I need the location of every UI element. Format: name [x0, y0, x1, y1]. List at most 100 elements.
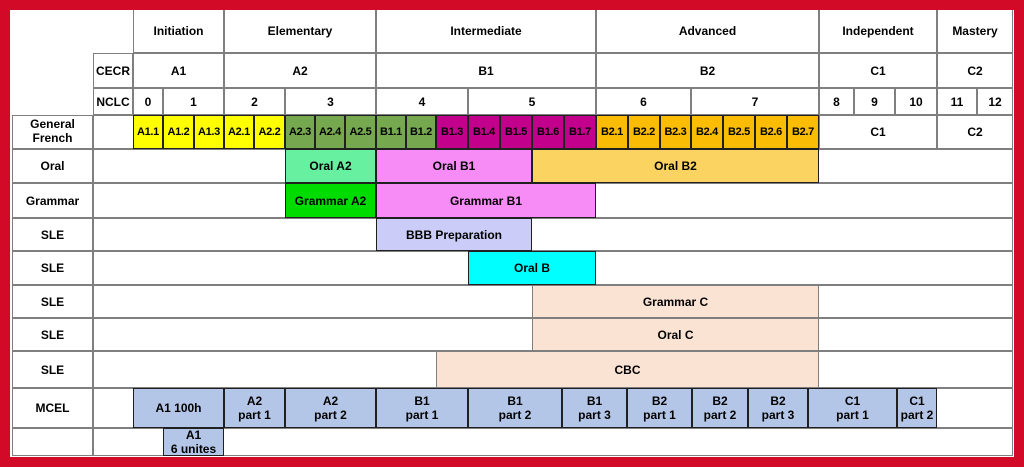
nclc-row-label: NCLC: [93, 88, 133, 115]
oral-c-block: Oral C: [532, 318, 819, 351]
mcel-cell-c1-part2: C1 part 2: [897, 388, 937, 428]
gf-cell-b1-7: B1.7: [564, 115, 596, 149]
nclc-cell-8: 8: [819, 88, 854, 115]
gf-cell-b2-2: B2.2: [628, 115, 660, 149]
nclc-cell-4: 4: [376, 88, 468, 115]
stage-band-mastery: Mastery: [937, 9, 1013, 53]
mcel-cell-line1: B1: [586, 393, 603, 408]
mcel-cell-a1-100h: A1 100h: [133, 388, 224, 428]
gf-cell-a1-2: A1.2: [163, 115, 194, 149]
nclc-cell-10: 10: [895, 88, 937, 115]
gf-cell-b2-7: B2.7: [787, 115, 819, 149]
nclc-cell-0: 0: [133, 88, 163, 115]
mcel-cell-b1-part2: B1 part 2: [468, 388, 562, 428]
bbb-preparation-block: BBB Preparation: [376, 218, 532, 251]
a1-6-unites-line1: A1: [185, 427, 202, 442]
gf-cell-b1-5: B1.5: [500, 115, 532, 149]
nclc-cell-7: 7: [691, 88, 819, 115]
mcel-cell-line2: part 1: [836, 408, 869, 422]
mcel-cell-line1: B1: [507, 393, 523, 408]
mcel-cell-line2: part 1: [643, 408, 676, 422]
sle-row-4-label: SLE: [12, 318, 93, 351]
nclc-cell-9: 9: [854, 88, 895, 115]
gf-cell-a2-4: A2.4: [315, 115, 345, 149]
cecr-cell-b2: B2: [596, 53, 819, 88]
mcel-cell-line1: A2: [246, 393, 263, 408]
a1-6-unites-block: A1 6 unites: [163, 428, 224, 456]
grammar-b1-block: Grammar B1: [376, 183, 596, 218]
mcel-cell-line2: part 2: [703, 408, 737, 422]
row-track-sle-1: [93, 218, 1013, 251]
mcel-cell-line1: B1: [414, 393, 430, 408]
cecr-cell-c1: C1: [819, 53, 937, 88]
sle-row-1-label: SLE: [12, 218, 93, 251]
nclc-cell-2: 2: [224, 88, 285, 115]
oral-b1-block: Oral B1: [376, 149, 532, 183]
stage-band-elementary: Elementary: [224, 9, 376, 53]
oral-b2-block: Oral B2: [532, 149, 819, 183]
row-track-bottom: [93, 428, 1013, 456]
grammar-a2-block: Grammar A2: [285, 183, 376, 218]
cecr-cell-b1: B1: [376, 53, 596, 88]
stage-band-initiation: Initiation: [133, 9, 224, 53]
mcel-row-label: MCEL: [12, 388, 93, 428]
gf-cell-b1-4: B1.4: [468, 115, 500, 149]
gf-cell-b1-2: B1.2: [406, 115, 436, 149]
general-french-row-label: General French: [12, 115, 93, 149]
mcel-cell-b1-part1: B1 part 1: [376, 388, 468, 428]
cecr-cell-a1: A1: [133, 53, 224, 88]
nclc-cell-12: 12: [977, 88, 1013, 115]
stage-band-advanced: Advanced: [596, 9, 819, 53]
mcel-cell-line1: B2: [651, 393, 668, 408]
gf-cell-b2-4: B2.4: [691, 115, 723, 149]
mcel-cell-line1: B2: [770, 393, 786, 408]
nclc-cell-3: 3: [285, 88, 376, 115]
cecr-cell-a2: A2: [224, 53, 376, 88]
mcel-cell-line2: part 3: [761, 408, 795, 422]
mcel-cell-b2-part3: B2 part 3: [748, 388, 808, 428]
sle-row-5-label: SLE: [12, 351, 93, 388]
mcel-cell-line2: part 1: [405, 408, 439, 422]
gf-cell-a1-3: A1.3: [194, 115, 224, 149]
stage-band-intermediate: Intermediate: [376, 9, 596, 53]
gf-cell-a2-3: A2.3: [285, 115, 315, 149]
gf-cell-c2: C2: [937, 115, 1013, 149]
gf-cell-b2-1: B2.1: [596, 115, 628, 149]
grammar-c-block: Grammar C: [532, 285, 819, 318]
sle-row-2-label: SLE: [12, 251, 93, 285]
sle-row-3-label: SLE: [12, 285, 93, 318]
gf-cell-a2-5: A2.5: [345, 115, 376, 149]
mcel-cell-line2: part 2: [900, 408, 934, 422]
mcel-cell-line1: C1: [844, 393, 861, 408]
oral-a2-block: Oral A2: [285, 149, 376, 183]
stage-band-independent: Independent: [819, 9, 937, 53]
gf-cell-a2-1: A2.1: [224, 115, 254, 149]
mcel-cell-b2-part2: B2 part 2: [692, 388, 748, 428]
mcel-cell-a2-part1: A2 part 1: [224, 388, 285, 428]
gf-cell-b1-6: B1.6: [532, 115, 564, 149]
nclc-cell-6: 6: [596, 88, 691, 115]
mcel-cell-c1-part1: C1 part 1: [808, 388, 897, 428]
cbc-block: CBC: [436, 351, 819, 388]
gf-cell-b1-3: B1.3: [436, 115, 468, 149]
gf-cell-b2-3: B2.3: [660, 115, 691, 149]
gf-cell-c1: C1: [819, 115, 937, 149]
mcel-cell-b1-part3: B1 part 3: [562, 388, 627, 428]
oral-b-block: Oral B: [468, 251, 596, 285]
gf-cell-a2-2: A2.2: [254, 115, 285, 149]
grammar-row-label: Grammar: [12, 183, 93, 218]
mcel-cell-a2-part2: A2 part 2: [285, 388, 376, 428]
gf-cell-b1-1: B1.1: [376, 115, 406, 149]
gf-cell-b2-5: B2.5: [723, 115, 755, 149]
cecr-row-label: CECR: [93, 53, 133, 88]
oral-row-label: Oral: [12, 149, 93, 183]
bottom-row-label-empty: [12, 428, 93, 456]
mcel-cell-line2: part 2: [498, 408, 532, 422]
gf-cell-a1-1: A1.1: [133, 115, 163, 149]
gf-cell-b2-6: B2.6: [755, 115, 787, 149]
mcel-cell-line1: A2: [322, 393, 339, 408]
mcel-cell-line2: part 1: [238, 408, 271, 422]
nclc-cell-5: 5: [468, 88, 596, 115]
mcel-cell-line1: C1: [909, 393, 925, 408]
